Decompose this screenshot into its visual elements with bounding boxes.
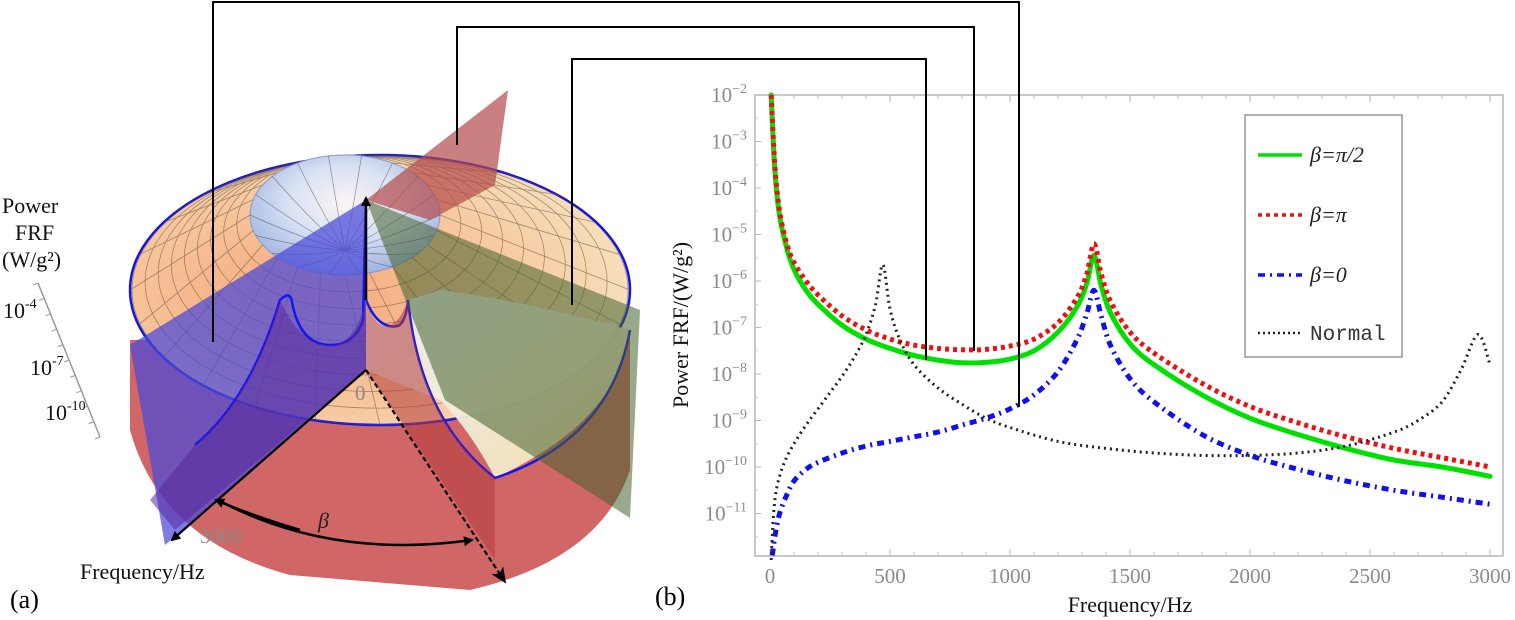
z-axis-title-line1: Power bbox=[2, 193, 59, 218]
surface-grid-spoke bbox=[436, 199, 622, 256]
series-line--2 bbox=[768, 92, 1493, 479]
cut-wall-front bbox=[150, 300, 366, 530]
freq-axis-title-a: Frequency/Hz bbox=[80, 559, 205, 584]
x-axis-ticks: 0 500 1000 1500 2000 2500 3000 bbox=[765, 95, 1511, 588]
y-tick-label: 10−4 bbox=[711, 175, 747, 200]
section-plane-beta-pi bbox=[366, 90, 508, 220]
panel-b-chart: 10−2 10−3 10−4 10−5 10−6 10−7 10−8 10−9 10−10 10−… bbox=[655, 82, 1511, 617]
y-tick-label: 10−8 bbox=[711, 361, 747, 386]
z-tick-mark bbox=[63, 359, 70, 363]
y-tick-label: 10−5 bbox=[711, 222, 747, 247]
y-tick-label: 10−10 bbox=[704, 454, 747, 479]
panel-a-3d-surface: Power FRF (W/g²) 10-4 10-7 10-10 0 3000 … bbox=[2, 90, 640, 614]
x-tick-label: 500 bbox=[874, 564, 906, 588]
y-axis-title: Power FRF/(W/g²) bbox=[668, 242, 693, 408]
y-tick-label: 10−6 bbox=[711, 268, 747, 293]
section-plane-normal bbox=[366, 200, 640, 518]
z-axis-ticks bbox=[32, 282, 101, 440]
y-tick-label: 10−3 bbox=[711, 129, 747, 154]
plot-frame bbox=[754, 94, 1504, 557]
connector-beta-pi bbox=[456, 26, 975, 351]
series-layer bbox=[768, 92, 1493, 561]
y-tick-label: 10−2 bbox=[711, 82, 747, 107]
x-tick-label: 1500 bbox=[1109, 564, 1151, 588]
x-axis-title: Frequency/Hz bbox=[1068, 592, 1193, 617]
surface-grid-spoke bbox=[138, 230, 254, 326]
z-axis-title-line3: (W/g²) bbox=[2, 247, 61, 272]
z-tick-mark bbox=[51, 328, 57, 332]
x-tick-label: 2500 bbox=[1349, 564, 1391, 588]
surface-grid-spoke bbox=[203, 172, 278, 195]
legend-label: β=π bbox=[1309, 202, 1348, 227]
y-tick-label: 10−7 bbox=[711, 315, 747, 340]
z-tick-label-1e-7: 10-7 bbox=[30, 354, 64, 380]
z-tick-mark bbox=[70, 374, 76, 378]
beta-angle-arc bbox=[217, 498, 474, 547]
panel-label-b: (b) bbox=[655, 582, 685, 611]
z-tick-mark bbox=[39, 297, 45, 301]
z-tick-label-1e-10: 10-10 bbox=[45, 399, 86, 425]
z-tick-mark bbox=[76, 390, 82, 394]
z-tick-mark bbox=[94, 436, 101, 440]
panel-label-a: (a) bbox=[10, 585, 39, 614]
surface-grid-spoke bbox=[129, 214, 251, 291]
z-tick-label-1e-4: 10-4 bbox=[3, 297, 37, 323]
legend-label: β=0 bbox=[1309, 262, 1347, 287]
y-tick-label: 10−11 bbox=[705, 501, 747, 526]
x-tick-label: 1000 bbox=[989, 564, 1031, 588]
origin-label: 0 bbox=[355, 381, 366, 405]
y-axis-ticks: 10−2 10−3 10−4 10−5 10−6 10−7 10−8 10−9 10−10 10−… bbox=[704, 82, 761, 538]
surface-grid-spoke bbox=[439, 214, 631, 291]
connector-beta-pi2 bbox=[571, 58, 927, 360]
freq-axis-arrow bbox=[170, 369, 367, 542]
y-tick-label: 10−9 bbox=[711, 408, 747, 433]
series-line--0 bbox=[769, 287, 1491, 556]
cut-wall-right bbox=[366, 300, 495, 560]
z-tick-mark bbox=[82, 405, 88, 409]
z-tick-mark bbox=[88, 421, 94, 425]
surface-grid-spoke bbox=[254, 162, 298, 174]
x-tick-label: 3000 bbox=[1469, 564, 1511, 588]
legend-label: β=π/2 bbox=[1309, 142, 1364, 167]
x-tick-label: 2000 bbox=[1229, 564, 1271, 588]
z-tick-mark bbox=[45, 313, 51, 317]
connector-lines bbox=[212, 1, 1020, 407]
connector-normal bbox=[212, 1, 1020, 407]
legend-label: Normal bbox=[1310, 324, 1386, 347]
surface-grid-spoke bbox=[138, 199, 254, 256]
legend: β=π/2 β=π β=0 Normal bbox=[1244, 114, 1403, 358]
z-tick-mark bbox=[57, 344, 63, 348]
series-line-- bbox=[768, 94, 1491, 470]
beta-angle-arc-start bbox=[214, 498, 301, 532]
beta-label: β bbox=[317, 508, 329, 533]
z-tick-mark bbox=[32, 282, 39, 286]
series-line-normal bbox=[769, 263, 1492, 561]
freq-end-label: 3000 bbox=[200, 524, 242, 548]
beta-direction-arrow bbox=[365, 369, 507, 584]
x-tick-label: 0 bbox=[765, 564, 776, 588]
z-axis-title-line2: FRF bbox=[15, 220, 54, 245]
